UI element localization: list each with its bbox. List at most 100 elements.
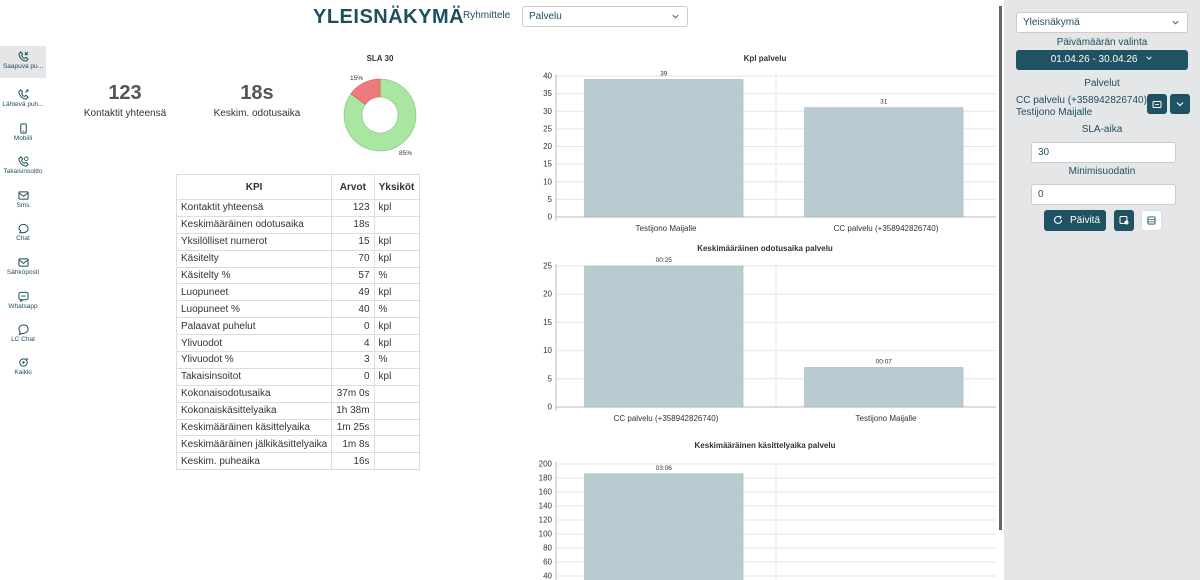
kpi-table-row: Yksilölliset numerot 15 kpl xyxy=(175,232,420,251)
nav-item-sms[interactable]: Sms xyxy=(0,185,46,217)
y-tick-label: 140 xyxy=(539,502,553,511)
group-by-select[interactable]: Palvelu xyxy=(522,6,688,27)
services-label: Palvelut xyxy=(1084,78,1120,89)
bar-value-label: 31 xyxy=(880,99,888,106)
kpi-name-cell: Palaavat puhelut xyxy=(175,317,333,336)
y-tick-label: 30 xyxy=(543,107,552,116)
chart-kpl-title: Kpl palvelu xyxy=(743,54,787,63)
kpi-unit-cell: kpl xyxy=(373,283,420,302)
date-range-button[interactable]: 01.04.26 - 30.04.26 xyxy=(1016,50,1188,70)
kpi-table-row: Kokonaisodotusaika 37m 0s xyxy=(175,384,420,403)
nav-item-chat[interactable]: Chat xyxy=(0,218,46,250)
view-select[interactable]: Yleisnäkymä xyxy=(1016,12,1188,33)
selected-service-1: CC palvelu (+358942826740) xyxy=(1016,95,1147,106)
kpi-table-row: Keskimääräinen jälkikäsittelyaika 1m 8s xyxy=(175,435,420,454)
nav-item-mobile[interactable]: Mobiili xyxy=(0,118,46,150)
sla-time-label: SLA-aika xyxy=(1081,124,1123,135)
view-select-value: Yleisnäkymä xyxy=(1023,17,1080,28)
chevron-down-icon xyxy=(1172,20,1179,25)
export-button[interactable] xyxy=(1141,210,1162,231)
kpi-value-cell: 40 xyxy=(331,300,375,319)
kpi-table-row: Keskimääräinen odotusaika 18s xyxy=(175,215,420,234)
kpi-table-row: Luopuneet % 40% xyxy=(175,300,420,319)
kpi-value-cell: 49 xyxy=(331,283,375,302)
y-tick-label: 200 xyxy=(539,460,553,469)
kpi-value-cell: 18s xyxy=(331,215,375,234)
x-tick-label: CC palvelu (+358942826740) xyxy=(834,224,939,233)
nav-item-label: Chat xyxy=(16,235,30,242)
kpi-table-row: Käsitelty 70 kpl xyxy=(175,249,420,268)
kpi-name-cell: Keskimääräinen käsittelyaika xyxy=(175,418,333,437)
bar xyxy=(584,79,744,218)
kpi-name-cell: Käsitelty xyxy=(175,249,333,268)
kpi-name-cell: Luopuneet % xyxy=(175,300,333,319)
sla-ok-label: 85% xyxy=(399,150,412,157)
y-tick-label: 160 xyxy=(539,488,553,497)
kpi-value-cell: 4 xyxy=(331,334,375,353)
bar-value-label: 03:06 xyxy=(656,465,673,472)
email-icon xyxy=(17,258,29,267)
y-tick-label: 10 xyxy=(543,177,552,186)
phone-outgoing-icon xyxy=(17,89,29,100)
bar xyxy=(804,367,964,408)
nav-item-label: Saapuva pu... xyxy=(2,63,44,70)
kpi-unit-cell: kpl xyxy=(373,367,420,386)
nav-item-email[interactable]: Sähköposti xyxy=(0,252,46,284)
bar-value-label: 00:25 xyxy=(656,257,673,264)
chart-wait-palvelu: 0 5 10 15 20 25 00:25 00:07 CC palvelu (+3589428… xyxy=(543,257,996,423)
kpi-name-cell: Käsitelty % xyxy=(175,266,333,285)
nav-item-lc-chat[interactable]: LC Chat xyxy=(0,319,46,351)
kpi-table-row: Takaisinsoitot 0 kpl xyxy=(175,367,420,386)
chart-handling-palvelu: 40 60 80 100 120 140 160 180 200 03:06 xyxy=(539,460,996,580)
kpi-value-cell: 57 xyxy=(331,266,375,285)
date-selection-label: Päivämäärän valinta xyxy=(1056,37,1148,48)
sla-time-input[interactable]: 30 xyxy=(1031,142,1176,163)
kpi-unit-cell xyxy=(373,418,420,437)
mobile-icon xyxy=(19,123,27,134)
sla-title: SLA 30 xyxy=(366,54,394,63)
phone-incoming-icon xyxy=(17,51,29,62)
nav-item-label: Takaisinsoitto xyxy=(3,168,43,175)
chart-kpl-palvelu: 0 5 10 15 20 25 30 35 40 39 31 Testijono Maijalle CC… xyxy=(543,71,996,233)
kpi-value-cell: 1m 8s xyxy=(331,435,375,454)
refresh-button[interactable]: Päivitä xyxy=(1044,210,1106,231)
kpi-name-cell: Ylivuodot xyxy=(175,334,333,353)
nav-item-outgoing[interactable]: Lähtevä puh... xyxy=(0,84,46,116)
nav-item-label: Mobiili xyxy=(13,135,33,142)
nav-item-all[interactable]: Kaikki xyxy=(0,352,46,384)
kpi-table-row: Käsitelty % 57% xyxy=(175,266,420,285)
nav-item-incoming[interactable]: Saapuva pu... xyxy=(0,46,46,78)
kpi-table-row: Palaavat puhelut 0 kpl xyxy=(175,317,420,336)
min-filter-input[interactable]: 0 xyxy=(1031,184,1176,205)
x-tick-label: Testijono Maijalle xyxy=(856,414,917,423)
kpi-unit-cell: kpl xyxy=(373,334,420,353)
lc-chat-icon xyxy=(17,324,29,335)
kpi-unit-cell: kpl xyxy=(373,249,420,268)
kpi-name-cell: Kokonaiskäsittelyaika xyxy=(175,401,333,420)
bar xyxy=(804,107,964,218)
left-nav: Saapuva pu... Lähtevä puh... Mobiili Tak… xyxy=(0,0,46,580)
services-dropdown-button[interactable] xyxy=(1170,94,1190,114)
kpi-unit-cell xyxy=(373,384,420,403)
filter-panel: Yleisnäkymä Päivämäärän valinta 01.04.26… xyxy=(1004,0,1200,580)
kpi-table: KPI Arvot Yksiköt Kontaktit yhteensä 123 k… xyxy=(175,174,420,471)
kpi-table-row: Ylivuodot 4 kpl xyxy=(175,334,420,353)
nav-item-label: Whatsapp xyxy=(8,303,38,310)
kpi-value-cell: 16s xyxy=(331,452,375,471)
kpi-name-cell: Keskimääräinen odotusaika xyxy=(175,215,333,234)
kpi-unit-cell: % xyxy=(373,300,420,319)
y-tick-label: 40 xyxy=(543,572,552,580)
services-picker-button[interactable] xyxy=(1147,94,1167,114)
main-scrollbar[interactable] xyxy=(999,6,1002,530)
page-title: YLEISNÄKYMÄ xyxy=(313,6,465,28)
x-tick-label: CC palvelu (+358942826740) xyxy=(614,414,719,423)
schedule-button[interactable] xyxy=(1114,210,1134,231)
nav-item-callback[interactable]: Takaisinsoitto xyxy=(0,151,46,183)
kpi-table-row: Ylivuodot % 3% xyxy=(175,351,420,369)
sla-ok-slice xyxy=(343,78,417,152)
nav-item-label: Sähköposti xyxy=(6,269,40,276)
group-by-value: Palvelu xyxy=(529,11,562,22)
kpi-value-cell: 15 xyxy=(331,232,375,251)
nav-item-whatsapp[interactable]: Whatsapp xyxy=(0,286,46,318)
kpi-table-row: Keskimääräinen käsittelyaika 1m 25s xyxy=(175,418,420,437)
